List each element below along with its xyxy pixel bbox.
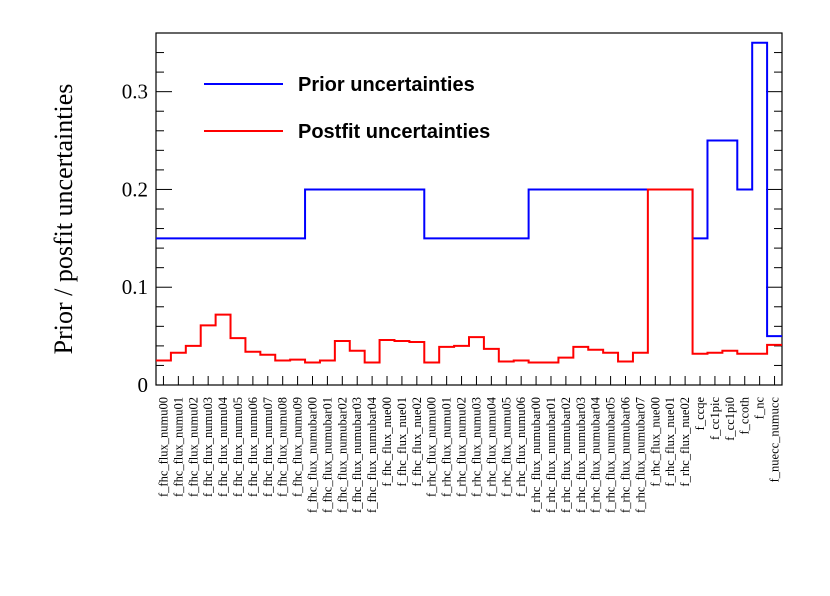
y-tick-label: 0.1 [122, 275, 148, 299]
x-tick-label: f_fhc_flux_numubar01 [320, 397, 334, 513]
x-tick-label: f_rhc_flux_numubar04 [589, 396, 603, 513]
series-line-prior [156, 41, 782, 338]
x-tick-label: f_nc [753, 397, 767, 420]
y-tick-label: 0.2 [122, 177, 148, 201]
x-tick-label: f_cc1pic [708, 397, 722, 440]
x-tick-label: f_cc1pi0 [723, 397, 737, 441]
x-tick-label: f_rhc_flux_numu04 [484, 396, 498, 497]
x-tick-label: f_rhc_flux_numu00 [425, 397, 439, 497]
x-tick-label: f_rhc_flux_nue02 [678, 397, 692, 487]
x-tick-label: f_ccqe [693, 397, 707, 431]
x-axis: f_fhc_flux_numu00 f_fhc_flux_numu01 f_fhc_… [156, 376, 782, 513]
x-tick-label: f_rhc_flux_numu05 [499, 397, 513, 497]
x-tick-label: f_fhc_flux_numu05 [231, 397, 245, 497]
x-tick-label: f_rhc_flux_numubar02 [559, 397, 573, 513]
x-tick-label: f_ccoth [738, 396, 752, 434]
x-tick-label: f_rhc_flux_numu02 [455, 397, 469, 497]
x-tick-label: f_rhc_flux_numubar06 [619, 397, 633, 513]
x-tick-label: f_rhc_flux_numubar07 [633, 397, 647, 513]
x-tick-label: f_rhc_flux_numubar00 [529, 397, 543, 513]
x-tick-label: f_fhc_flux_numubar02 [335, 397, 349, 513]
legend: Prior uncertainties Postfit uncertainties [204, 74, 490, 143]
y-axis-title: Prior / posfit uncertainties [49, 84, 78, 355]
series-lines [156, 41, 782, 364]
x-tick-label: f_fhc_flux_numubar00 [306, 397, 320, 513]
x-tick-label: f_rhc_flux_numu03 [469, 397, 483, 497]
x-tick-label: f_fhc_flux_numu09 [291, 397, 305, 497]
x-tick-label: f_fhc_flux_numu02 [186, 397, 200, 497]
x-tick-label: f_fhc_flux_numu06 [246, 397, 260, 497]
series-line-postfit [156, 188, 782, 364]
x-tick-label: f_fhc_flux_numubar04 [365, 396, 379, 513]
x-tick-label: f_fhc_flux_numu07 [261, 397, 275, 497]
y-tick-label: 0.3 [122, 80, 148, 104]
x-tick-label: f_rhc_flux_nue00 [648, 397, 662, 487]
legend-label: Prior uncertainties [298, 74, 475, 96]
x-tick-label: f_rhc_flux_numu01 [440, 397, 454, 497]
legend-label: Postfit uncertainties [298, 121, 490, 143]
x-tick-label: f_rhc_flux_numu06 [514, 397, 528, 497]
x-tick-label: f_fhc_flux_numu08 [276, 397, 290, 497]
x-tick-label: f_rhc_flux_numubar03 [574, 397, 588, 513]
y-axis: 0 0.1 0.2 0.3 [122, 32, 782, 397]
x-tick-label: f_fhc_flux_nue01 [395, 397, 409, 487]
x-tick-label: f_rhc_flux_nue01 [663, 397, 677, 487]
x-tick-label: f_fhc_flux_numubar03 [350, 397, 364, 513]
x-tick-label: f_fhc_flux_numu01 [171, 397, 185, 497]
x-tick-label: f_rhc_flux_numubar05 [604, 397, 618, 513]
x-tick-label: f_rhc_flux_numubar01 [544, 397, 558, 513]
y-tick-label: 0 [138, 373, 149, 397]
x-tick-label: f_fhc_flux_nue00 [380, 397, 394, 487]
x-tick-label: f_fhc_flux_numu00 [156, 397, 170, 497]
x-tick-label: f_fhc_flux_nue02 [410, 397, 424, 487]
x-tick-label: f_fhc_flux_numu03 [201, 397, 215, 497]
x-tick-label: f_nuecc_numucc [768, 397, 782, 483]
x-tick-label: f_fhc_flux_numu04 [216, 396, 230, 497]
